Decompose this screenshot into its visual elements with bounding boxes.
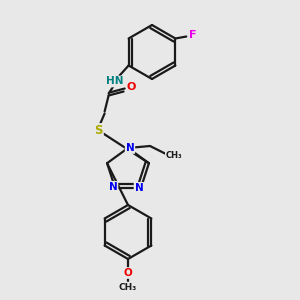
Text: F: F	[189, 31, 196, 40]
Text: CH₃: CH₃	[119, 283, 137, 292]
Text: O: O	[127, 82, 136, 92]
Text: O: O	[124, 268, 132, 278]
Text: N: N	[135, 183, 143, 193]
Text: HN: HN	[106, 76, 123, 86]
Text: CH₃: CH₃	[166, 152, 182, 160]
Text: S: S	[94, 124, 103, 137]
Text: N: N	[109, 182, 117, 192]
Text: N: N	[126, 143, 134, 153]
